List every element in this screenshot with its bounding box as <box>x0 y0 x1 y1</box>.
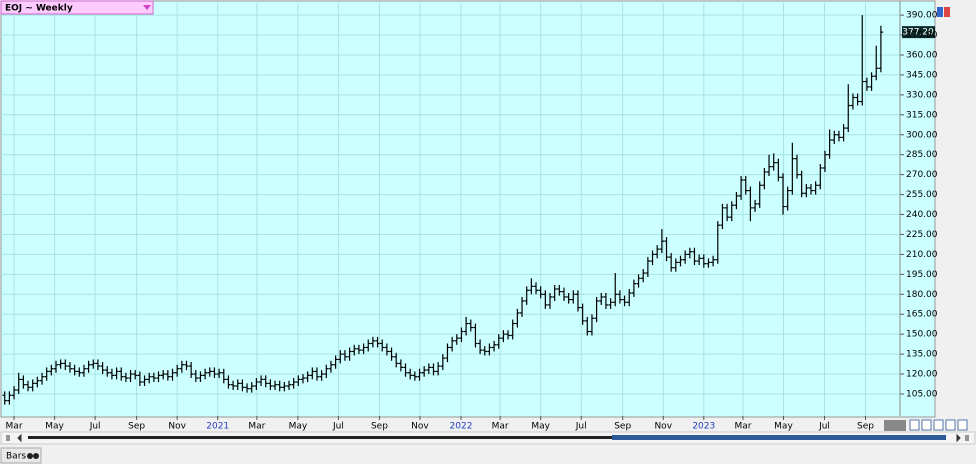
x-tick-label: Jul <box>89 422 101 432</box>
y-tick-label: 330.00 <box>906 90 938 100</box>
zoom-button[interactable] <box>909 419 920 431</box>
last-price-box <box>902 26 935 39</box>
y-tick-label: 375.00 <box>906 31 938 41</box>
y-tick-label: 300.00 <box>906 130 938 140</box>
zoom-button[interactable] <box>921 419 932 431</box>
tab[interactable] <box>0 447 42 464</box>
x-tick-label: Jul <box>818 422 830 432</box>
y-tick-label: 210.00 <box>906 250 938 260</box>
x-tick-label: Nov <box>654 422 672 432</box>
y-tick-label: 165.00 <box>906 310 938 320</box>
d-button[interactable] <box>937 7 943 17</box>
x-tick-label: Nov <box>411 422 429 432</box>
x-tick-label: Mar <box>492 422 509 432</box>
y-tick-label: 315.00 <box>906 110 938 120</box>
y-tick-label: 135.00 <box>906 350 938 360</box>
y-tick-label: 345.00 <box>906 70 938 80</box>
last-price-label: 377.20 <box>902 28 934 38</box>
tab-icon <box>27 453 33 459</box>
y-tick-label: 360.00 <box>906 50 938 60</box>
x-tick-label: Mar <box>248 422 265 432</box>
y-tick-label: 390.00 <box>906 11 938 21</box>
x-tick-label: Nov <box>168 422 186 432</box>
scroll-right[interactable] <box>956 433 969 443</box>
x-tick-label: May <box>289 422 308 432</box>
x-tick-label: Sep <box>371 422 388 432</box>
y-tick-label: 240.00 <box>906 210 938 220</box>
y-tick-label: 105.00 <box>906 389 938 399</box>
x-tick-label: Jul <box>332 422 344 432</box>
y-tick-label: 285.00 <box>906 150 938 160</box>
plot-bg <box>0 0 936 418</box>
scroll-track <box>28 436 612 439</box>
x-tick-label: May <box>531 422 550 432</box>
y-tick-label: 150.00 <box>906 330 938 340</box>
y-tick-label: 225.00 <box>906 230 938 240</box>
zoom-button[interactable] <box>933 419 944 431</box>
title-dropdown[interactable] <box>143 5 151 10</box>
x-tick-label: May <box>774 422 793 432</box>
y-tick-label: 120.00 <box>906 370 938 380</box>
y-tick-label: 195.00 <box>906 270 938 280</box>
tab-label: Bars <box>6 452 26 462</box>
x-tick-label: Sep <box>128 422 145 432</box>
zoom-button[interactable] <box>957 419 968 431</box>
x-tick-label: 2022 <box>450 422 473 432</box>
x-tick-label: Jul <box>575 422 587 432</box>
chart-title: EOJ ~ Weekly <box>5 4 73 14</box>
y-tick-label: 255.00 <box>906 190 938 200</box>
x-tick-label: 2021 <box>206 422 229 432</box>
y-tick-label: 180.00 <box>906 290 938 300</box>
x-tick-label: Sep <box>857 422 874 432</box>
tab-icon <box>33 453 39 459</box>
title-box[interactable] <box>0 0 154 15</box>
x-tick-label: May <box>45 422 64 432</box>
x-tick-label: 2023 <box>692 422 715 432</box>
zoom-button[interactable] <box>945 419 956 431</box>
scroll-thumb[interactable] <box>612 435 946 440</box>
scroll-left[interactable] <box>6 433 22 443</box>
x-tick-label: Mar <box>734 422 751 432</box>
x-tick-label: Sep <box>614 422 631 432</box>
s-button[interactable] <box>944 7 950 17</box>
y-tick-label: 270.00 <box>906 170 938 180</box>
scroll-block <box>884 420 906 431</box>
x-tick-label: Mar <box>6 422 23 432</box>
